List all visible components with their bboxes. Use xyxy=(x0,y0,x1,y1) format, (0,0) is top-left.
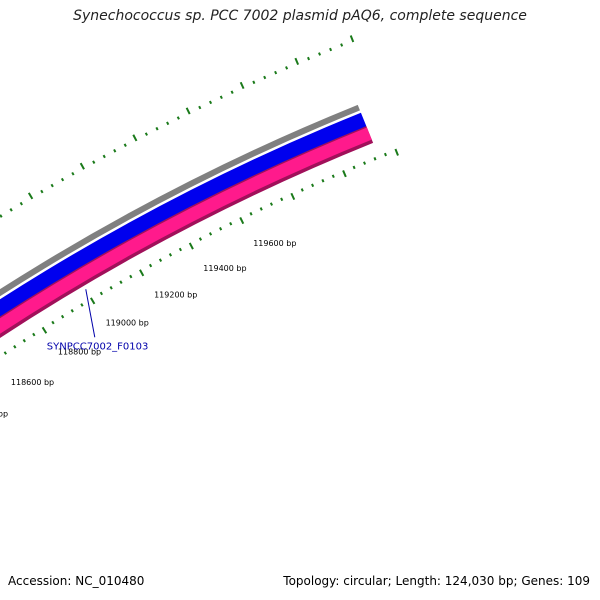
inner-minor-tick xyxy=(99,291,104,296)
outer-minor-tick xyxy=(329,47,333,52)
bp-label: 118400 bp xyxy=(0,409,8,418)
topology-summary: Topology: circular; Length: 124,030 bp; … xyxy=(283,574,590,588)
inner-minor-tick xyxy=(109,285,113,290)
inner-minor-tick xyxy=(249,212,253,216)
inner-minor-tick xyxy=(51,320,55,325)
inner-minor-tick xyxy=(300,188,304,192)
inner-minor-tick xyxy=(13,345,17,349)
inner-tick-ring xyxy=(3,148,399,355)
outer-minor-tick xyxy=(198,105,202,110)
bp-label: 119600 bp xyxy=(253,239,296,248)
inner-minor-tick xyxy=(168,253,173,257)
bp-label: 119200 bp xyxy=(154,291,197,300)
inner-minor-tick xyxy=(321,178,325,183)
reverse-cds-track[interactable] xyxy=(0,127,372,495)
outer-minor-tick xyxy=(274,70,278,75)
bp-label: 119000 bp xyxy=(106,318,149,327)
outer-minor-tick xyxy=(176,116,180,120)
inner-minor-tick xyxy=(32,332,36,337)
inner-major-tick xyxy=(342,170,347,178)
bp-label: 118600 bp xyxy=(11,378,54,387)
outer-minor-tick xyxy=(144,132,148,136)
inner-minor-tick xyxy=(331,174,335,179)
inner-minor-tick xyxy=(280,197,284,202)
inner-major-tick xyxy=(188,242,194,250)
outer-minor-tick xyxy=(208,100,213,105)
outer-minor-tick xyxy=(19,201,23,206)
outer-minor-tick xyxy=(155,126,159,131)
outer-minor-tick xyxy=(0,214,3,218)
outer-minor-tick xyxy=(50,183,54,188)
outer-minor-tick xyxy=(340,43,344,47)
gene-label[interactable]: SYNPCC7002_F0103 xyxy=(47,341,149,352)
inner-minor-tick xyxy=(158,258,163,262)
inner-minor-tick xyxy=(311,183,315,188)
outer-minor-tick xyxy=(92,160,96,164)
inner-minor-tick xyxy=(119,280,123,284)
backbone-track xyxy=(0,104,360,297)
outer-major-tick xyxy=(239,81,245,90)
outer-minor-tick xyxy=(230,90,234,95)
inner-minor-tick xyxy=(178,247,183,252)
inner-minor-tick xyxy=(363,161,367,165)
inner-minor-tick xyxy=(208,232,213,236)
outer-tick-ring xyxy=(0,35,355,218)
outer-major-tick xyxy=(27,192,34,200)
outer-minor-tick xyxy=(9,208,13,212)
outer-minor-tick xyxy=(71,171,75,176)
inner-minor-tick xyxy=(259,207,263,211)
inner-minor-tick xyxy=(219,226,223,231)
inner-major-tick xyxy=(139,269,145,277)
outer-minor-tick xyxy=(318,52,322,56)
inner-minor-tick xyxy=(229,221,233,226)
inner-minor-tick xyxy=(198,237,203,241)
accession-text: Accession: NC_010480 xyxy=(8,574,145,588)
outer-minor-tick xyxy=(285,66,289,70)
outer-minor-tick xyxy=(102,154,106,159)
outer-minor-tick xyxy=(166,121,170,126)
inner-major-tick xyxy=(41,326,48,334)
inner-minor-tick xyxy=(80,303,84,307)
outer-major-tick xyxy=(185,107,191,115)
inner-minor-tick xyxy=(269,202,273,206)
outer-minor-tick xyxy=(307,56,311,61)
inner-major-tick xyxy=(290,192,296,201)
inner-minor-tick xyxy=(60,314,65,319)
outer-minor-tick xyxy=(263,75,267,80)
inner-minor-tick xyxy=(129,274,133,279)
inner-minor-tick xyxy=(70,308,74,313)
gene-label-group: SYNPCC7002_F0103 xyxy=(47,289,149,352)
inner-major-tick xyxy=(394,148,399,156)
bp-label: 118800 bp xyxy=(58,348,101,357)
inner-minor-tick xyxy=(373,157,377,161)
outer-minor-tick xyxy=(123,143,127,147)
outer-minor-tick xyxy=(252,80,256,85)
outer-minor-tick xyxy=(40,189,44,194)
outer-minor-tick xyxy=(219,95,223,100)
outer-major-tick xyxy=(132,134,138,142)
inner-major-tick xyxy=(90,297,96,305)
inner-minor-tick xyxy=(383,152,387,157)
outer-major-tick xyxy=(79,162,85,170)
inner-minor-tick xyxy=(352,165,356,170)
outer-minor-tick xyxy=(113,148,117,153)
bp-label: 119400 bp xyxy=(203,264,246,273)
inner-major-tick xyxy=(239,216,245,225)
outer-major-tick xyxy=(349,35,355,43)
gene-leader-line xyxy=(85,289,96,338)
outer-major-tick xyxy=(294,57,300,65)
inner-minor-tick xyxy=(148,263,153,268)
inner-minor-tick xyxy=(22,338,26,343)
outer-minor-tick xyxy=(60,177,65,182)
map-title: Synechococcus sp. PCC 7002 plasmid pAQ6,… xyxy=(73,8,527,24)
inner-minor-tick xyxy=(3,351,7,355)
forward-cds-track[interactable] xyxy=(0,112,367,483)
